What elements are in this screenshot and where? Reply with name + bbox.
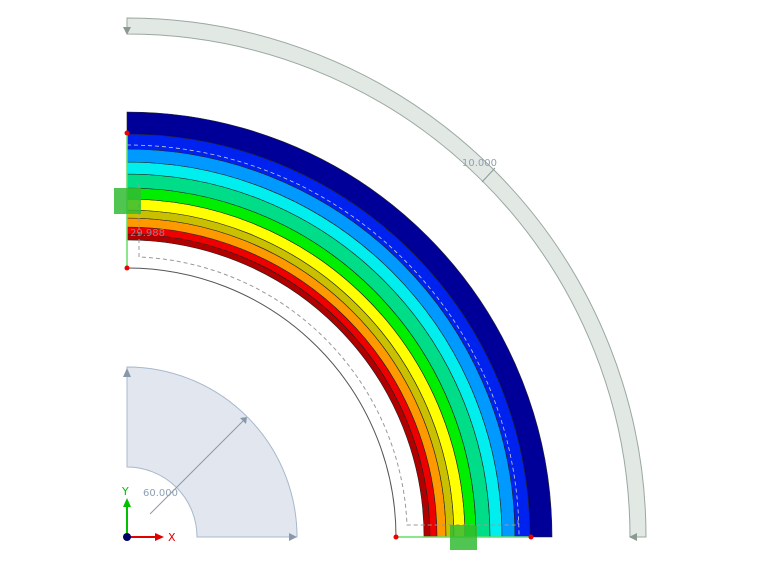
inner-edge-arc xyxy=(126,267,397,538)
x-axis-label: X xyxy=(168,531,176,544)
dimension-arrow-icon xyxy=(123,27,131,35)
result-band xyxy=(126,111,553,538)
x-arrowhead-icon xyxy=(155,533,164,541)
support-symbol xyxy=(114,188,141,214)
node-dot xyxy=(124,130,130,136)
y-axis-label: Y xyxy=(121,485,129,498)
cross-section-preview xyxy=(123,366,298,541)
node-dot xyxy=(528,534,534,540)
node-dot xyxy=(393,534,399,540)
dimension-arrow-icon xyxy=(240,417,247,424)
dimension-arrow-icon xyxy=(629,533,637,541)
origin-dot xyxy=(123,533,131,541)
node-dot xyxy=(124,265,130,271)
radius-dimension-line xyxy=(149,418,246,515)
y-arrowhead-icon xyxy=(123,498,131,507)
model-lines xyxy=(114,130,534,550)
axis-indicator: Y X xyxy=(121,485,176,544)
inner-value-label: 29.988 xyxy=(130,228,165,239)
dashed-arc xyxy=(126,144,520,538)
outer-dimension-label: 10.000 xyxy=(462,158,497,169)
dimension-arrow-icon xyxy=(123,368,131,377)
outer-dimension-band xyxy=(123,17,647,541)
dimension-band xyxy=(126,17,647,538)
dimension-arrow-icon xyxy=(289,533,297,541)
support-symbol xyxy=(450,525,477,550)
radius-dimension-label: 60.000 xyxy=(143,488,178,499)
dimension-tick xyxy=(481,167,496,183)
dashed-outline xyxy=(138,183,519,526)
